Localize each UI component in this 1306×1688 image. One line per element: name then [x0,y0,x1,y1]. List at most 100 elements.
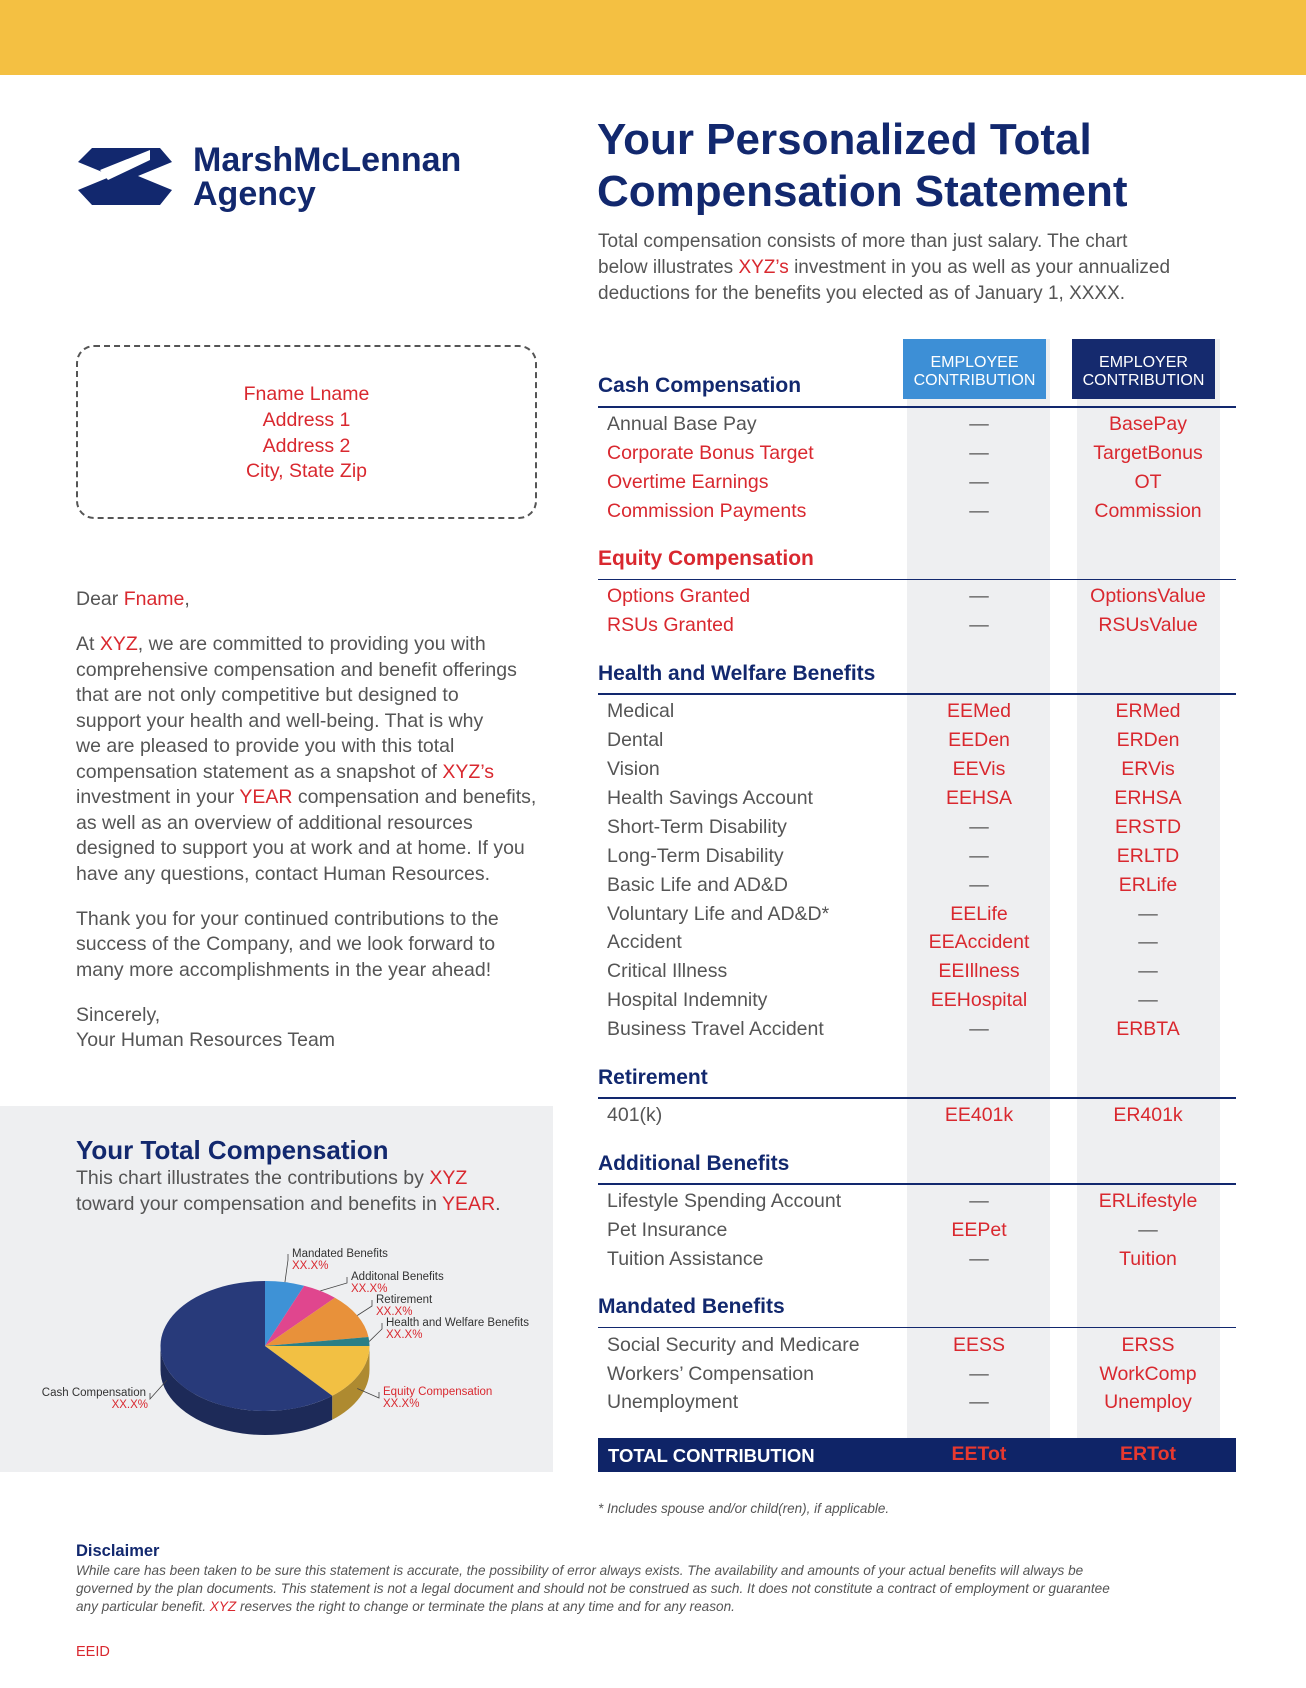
text-run: At [76,633,100,656]
section-heading: Retirement [598,1065,708,1089]
row-label: Accident [607,931,682,954]
leader-line [320,1277,348,1292]
logo-mark [78,148,172,205]
pie-side [332,1346,370,1420]
text-run: XYZ [99,633,138,656]
text-run: YEAR [442,1193,496,1216]
pie-slice [160,1281,333,1411]
table-cell: EEHospital [930,989,1028,1012]
table-cell: — [969,1189,989,1212]
table-cell: EEDen [948,729,1010,752]
pie-value: XX.X% [386,1329,422,1341]
table-cell: — [1138,960,1158,983]
table-cell: Commission [1094,499,1202,522]
disclaimer-title: Disclaimer [76,1542,160,1561]
panel-title: Your Total Compensation [76,1135,389,1166]
row-label: 401(k) [607,1104,663,1126]
leader-line [357,1300,373,1316]
leader-line [149,1379,168,1401]
employer-column-bg [1077,339,1220,1438]
text-line: This chart illustrates the contributions… [76,1167,467,1190]
table-cell: ERLife [1118,873,1178,896]
table-cell: ERBTA [1116,1018,1180,1041]
text-run: XYZ’s [738,256,789,278]
address-line: Address 2 [262,434,351,457]
pie-label: Equity Compensation [383,1386,492,1398]
text-line: toward your compensation and benefits in… [76,1193,501,1216]
text-run: XYZ [209,1598,237,1614]
address-line: City, State Zip [245,460,367,483]
text-run: have any questions, contact Human Resour… [76,862,491,885]
table-cell: — [969,470,989,493]
table-cell: — [969,1018,989,1041]
column-header-text: EMPLOYEE [930,354,1019,372]
row-label: Basic Life and AD&D [607,873,789,896]
row-label: Corporate Bonus Target [607,441,814,464]
table-cell: — [969,1362,989,1385]
pie-value: XX.X% [383,1398,419,1410]
row-label: RSUs Granted [607,614,734,637]
table-cell: OptionsValue [1090,585,1206,608]
pie-label: Additonal Benefits [351,1271,444,1283]
text-line: as well as an overview of additional res… [76,812,473,835]
pie-side [160,1346,333,1435]
row-label: Voluntary Life and AD&D* [607,902,830,925]
table-cell: — [969,844,989,867]
text-run: Fname [123,588,185,611]
text-run: compensation statement as a snapshot of [76,760,443,783]
table-cell: ERHSA [1114,786,1182,809]
table-cell: ERLifestyle [1098,1189,1198,1212]
text-run: Total compensation consists of more than… [598,230,1128,252]
table-cell: — [1138,931,1158,954]
row-label: Short-Term Disability [607,815,787,838]
row-label: Medical [607,700,675,723]
footnote: * Includes spouse and/or child(ren), if … [598,1500,890,1516]
table-cell: — [1138,1218,1158,1241]
text-run: Your Human Resources Team [76,1029,336,1052]
text-line: compensation statement as a snapshot of … [76,761,494,784]
table-cell: — [969,412,989,435]
table-cell: EE401k [944,1104,1014,1126]
pie-label: Retirement [376,1294,433,1306]
text-run: Thank you for your continued contributio… [76,907,499,930]
table-cell: EEIllness [938,960,1020,983]
table-cell: — [969,441,989,464]
table-cell: EELife [950,902,1008,925]
text-line: deductions for the benefits you elected … [598,283,1125,306]
pie-value: XX.X% [112,1399,148,1411]
text-run: , [184,588,190,611]
text-run: any particular benefit. [76,1598,210,1614]
text-run: governed by the plan documents. This sta… [76,1580,1110,1596]
text-run: YEAR [239,786,293,809]
table-cell: EESS [952,1333,1006,1356]
table-cell: EEPet [951,1218,1007,1241]
logo-text: Agency [193,174,316,213]
section-rule [598,1326,1236,1329]
text-run: investment in your [76,786,240,809]
text-run: support your health and well-being. That… [76,709,484,732]
top-band [0,0,1306,75]
eeid: EEID [76,1644,110,1661]
table-cell: EEMed [947,700,1011,723]
row-label: Social Security and Medicare [607,1333,860,1356]
table-cell: WorkComp [1099,1362,1197,1385]
column-header [903,339,1046,399]
text-run: , we are committed to providing you with [137,633,486,656]
column-header-text: CONTRIBUTION [1082,372,1205,390]
row-label: Commission Payments [607,499,807,522]
text-line: Thank you for your continued contributio… [76,908,499,931]
table-cell: RSUsValue [1098,614,1198,637]
table-cell: — [1138,989,1158,1012]
text-line: many more accomplishments in the year ah… [76,959,491,982]
table-cell: ER401k [1113,1104,1183,1126]
table-cell: Unemploy [1104,1391,1192,1414]
section-heading: Equity Compensation [598,547,814,570]
text-line: below illustrates XYZ’s investment in yo… [598,257,1170,280]
row-label: Unemployment [607,1391,739,1414]
column-header-text: EMPLOYER [1099,354,1188,372]
table-cell: ERVis [1121,758,1175,780]
table-cell: EEAccident [928,931,1030,954]
section-heading: Cash Compensation [598,374,802,398]
